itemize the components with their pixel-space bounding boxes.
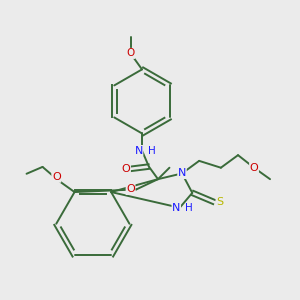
- Text: N: N: [134, 146, 143, 156]
- Text: H: H: [185, 203, 193, 213]
- Text: O: O: [250, 163, 258, 173]
- Text: O: O: [126, 48, 135, 59]
- Text: N: N: [178, 168, 186, 178]
- Text: O: O: [126, 184, 135, 194]
- Text: O: O: [52, 172, 61, 182]
- Text: O: O: [122, 164, 130, 174]
- Text: H: H: [148, 146, 155, 156]
- Text: N: N: [172, 203, 181, 213]
- Text: S: S: [216, 197, 223, 207]
